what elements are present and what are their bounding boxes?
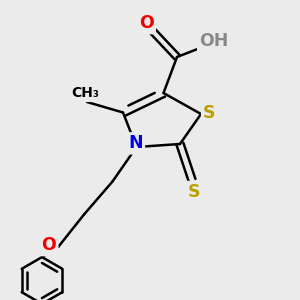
Text: S: S	[203, 103, 216, 122]
Text: S: S	[203, 103, 216, 122]
Text: CH₃: CH₃	[72, 86, 99, 100]
Text: N: N	[128, 134, 143, 152]
Text: O: O	[139, 14, 154, 32]
Text: O: O	[41, 236, 56, 254]
Text: S: S	[188, 183, 201, 201]
Text: CH₃: CH₃	[72, 86, 99, 100]
Text: OH: OH	[199, 32, 229, 50]
Text: S: S	[188, 183, 201, 201]
Text: OH: OH	[199, 32, 229, 50]
Text: O: O	[41, 236, 56, 254]
Text: O: O	[139, 14, 154, 32]
Text: N: N	[128, 134, 143, 152]
